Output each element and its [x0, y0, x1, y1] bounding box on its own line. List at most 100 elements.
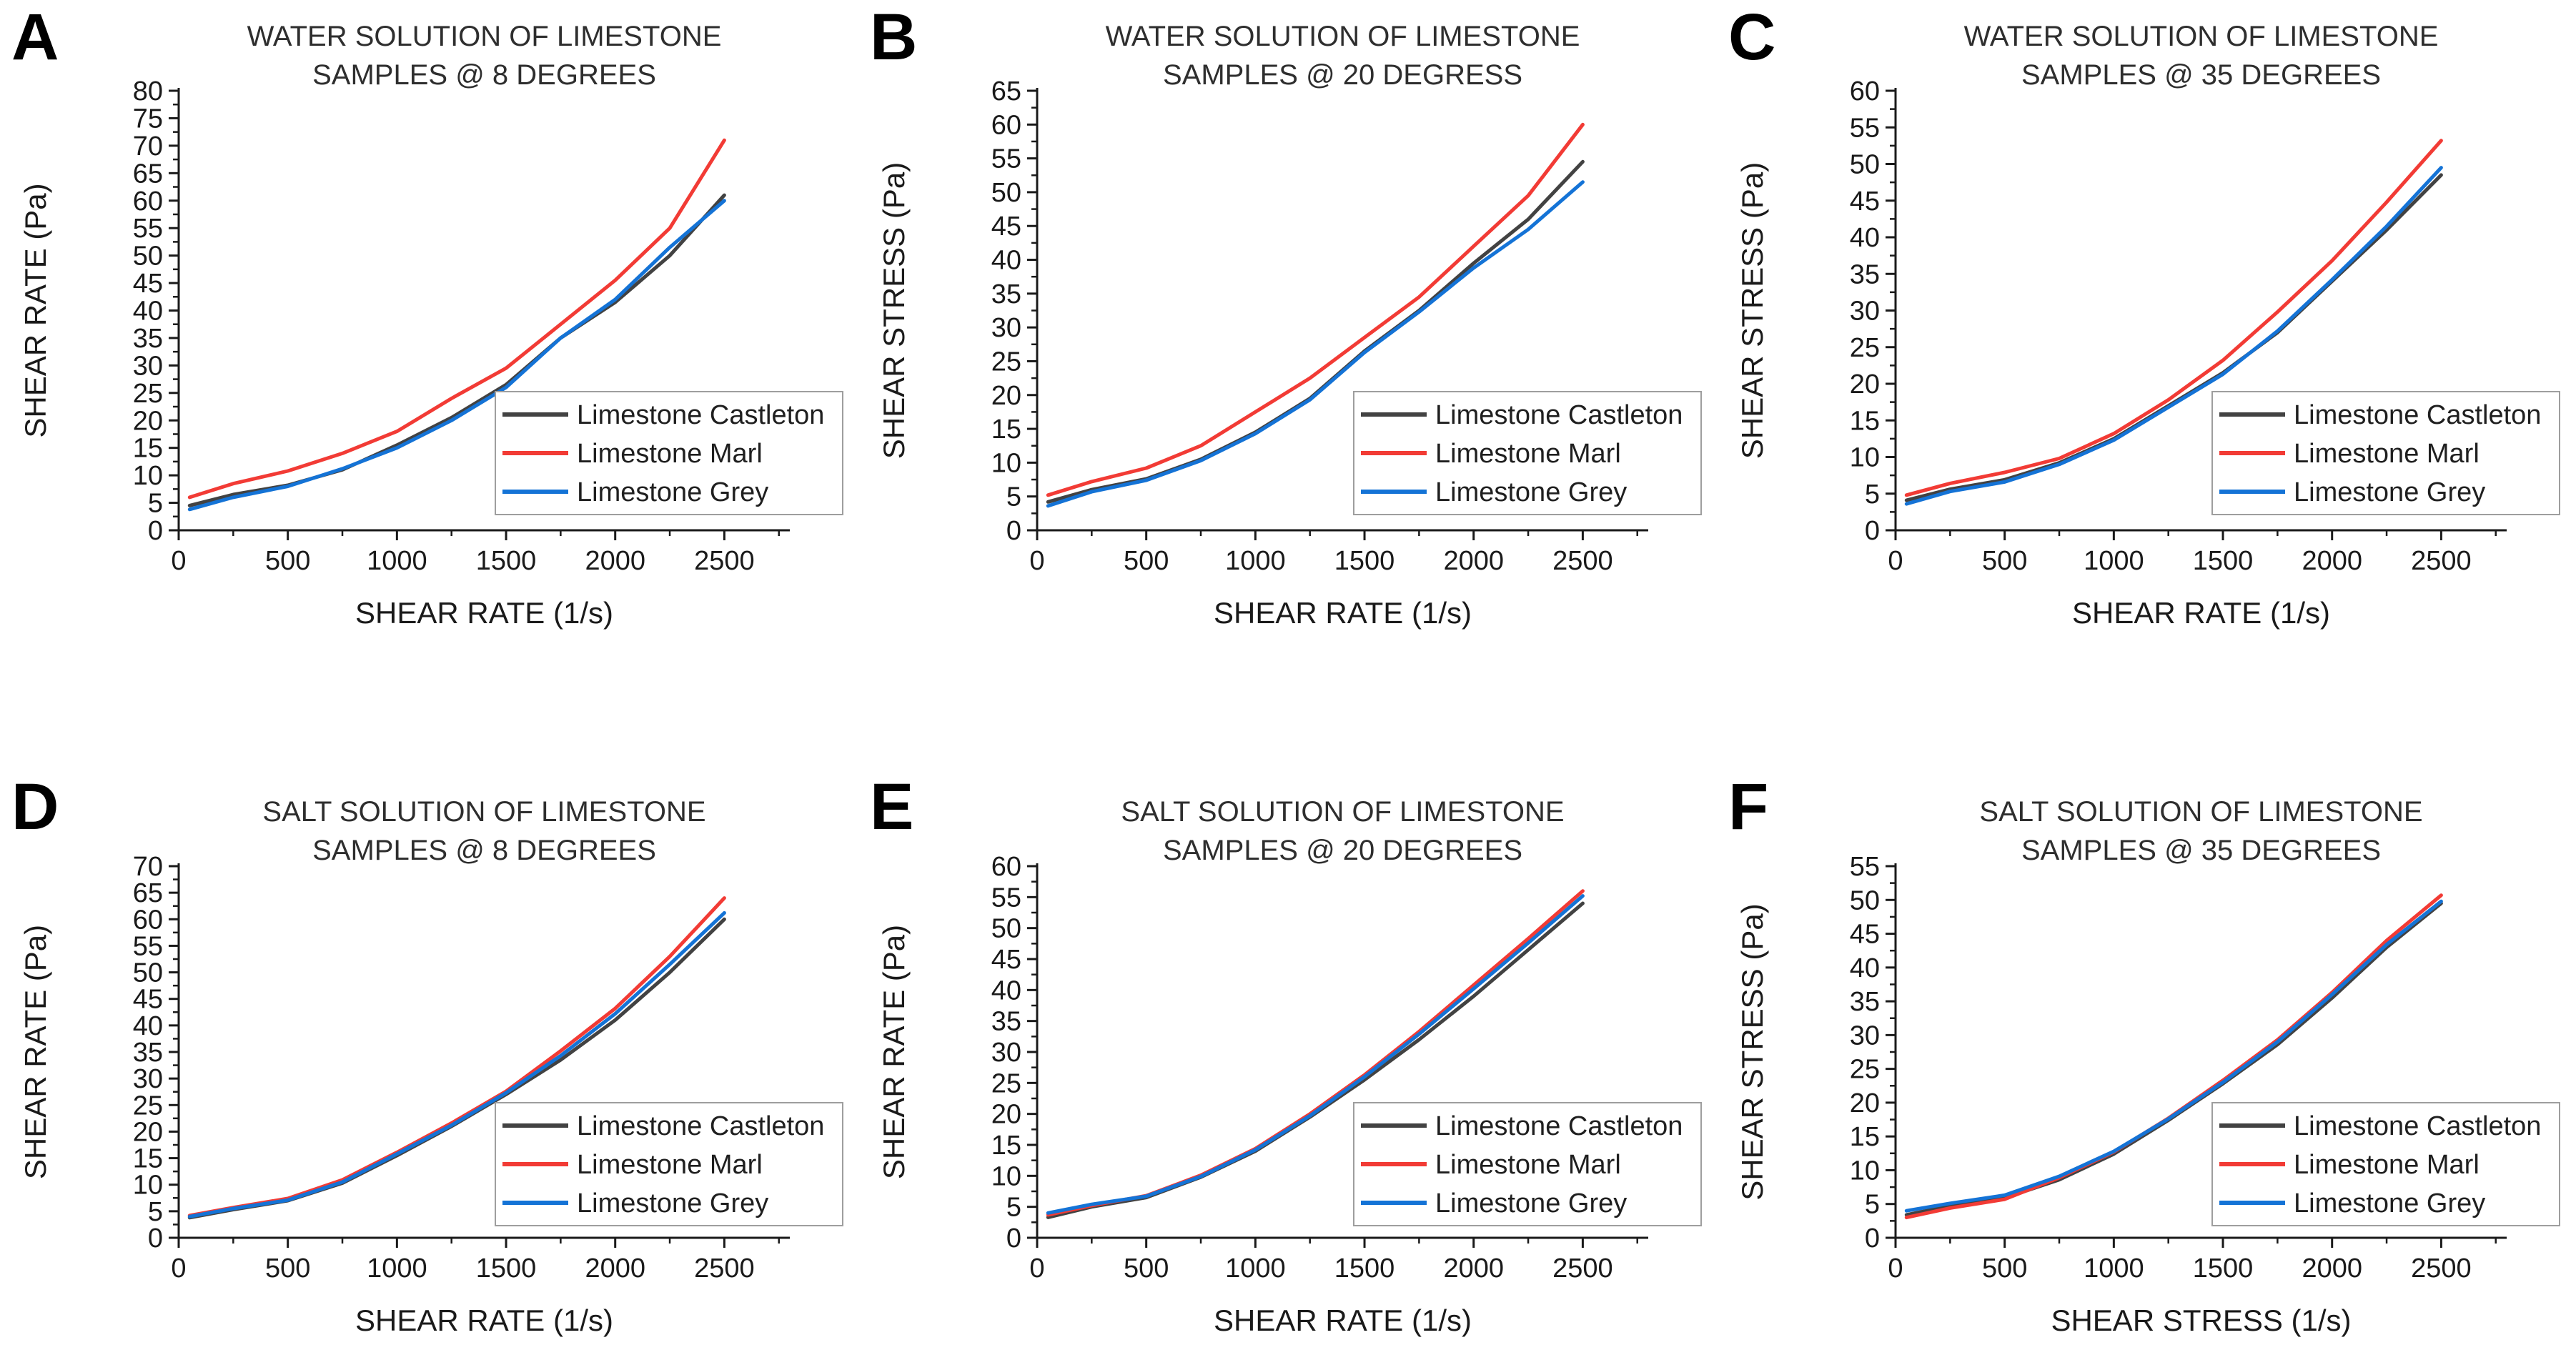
y-tick-label: 20: [991, 381, 1021, 411]
x-tick-label: 2500: [2411, 1254, 2472, 1284]
y-tick-label: 15: [991, 1131, 1021, 1161]
legend-label: Limestone Castleton: [577, 400, 824, 430]
y-tick-label: 30: [991, 313, 1021, 343]
chart-panel-a: A WATER SOLUTION OF LIMESTONE SAMPLES @ 8…: [0, 0, 858, 682]
x-tick-label: 0: [1029, 1254, 1044, 1284]
chart-svg: WATER SOLUTION OF LIMESTONE SAMPLES @ 8 D…: [19, 21, 843, 630]
series-line-grey: [1046, 180, 1585, 508]
y-tick-label: 25: [133, 379, 163, 409]
y-tick-label: 50: [133, 242, 163, 272]
y-tick-label: 25: [1850, 1055, 1880, 1085]
x-tick-label: 0: [171, 1254, 186, 1284]
series-line-marl: [187, 138, 726, 500]
y-axis-label: SHEAR STRESS (Pa): [1735, 903, 1769, 1200]
y-tick-label: 65: [133, 159, 163, 189]
y-tick-label: 40: [991, 976, 1021, 1006]
y-tick-label: 15: [133, 1144, 163, 1174]
chart-svg: SALT SOLUTION OF LIMESTONE SAMPLES @ 8 DE…: [19, 796, 843, 1337]
y-tick-label: 30: [991, 1038, 1021, 1068]
x-tick-label: 1500: [2193, 1254, 2254, 1284]
chart-title-line: SAMPLES @ 35 DEGREES: [2021, 835, 2381, 866]
y-tick-label: 5: [1006, 1193, 1021, 1223]
y-tick-label: 45: [1850, 920, 1880, 950]
panel-letter: F: [1728, 770, 1769, 843]
y-tick-label: 5: [1865, 480, 1880, 510]
y-tick-label: 60: [1850, 76, 1880, 106]
x-axis-label: SHEAR STRESS (1/s): [2051, 1304, 2351, 1337]
legend-label: Limestone Marl: [1435, 439, 1621, 469]
y-tick-label: 65: [133, 878, 163, 908]
y-tick-label: 15: [133, 434, 163, 464]
y-axis-label: SHEAR RATE (Pa): [19, 925, 52, 1179]
y-axis-label: SHEAR RATE (Pa): [19, 183, 52, 437]
x-tick-label: 500: [1124, 1254, 1169, 1284]
chart-panel-e: E SALT SOLUTION OF LIMESTONE SAMPLES @ 20…: [858, 682, 1717, 1365]
series-line-marl: [1046, 122, 1585, 497]
x-tick-label: 0: [1888, 1254, 1903, 1284]
x-tick-label: 500: [265, 1254, 310, 1284]
y-tick-label: 10: [1850, 443, 1880, 473]
series-line-marl: [1904, 139, 2443, 497]
y-tick-label: 50: [1850, 885, 1880, 915]
y-tick-label: 55: [1850, 852, 1880, 882]
y-tick-label: 35: [1850, 259, 1880, 289]
y-tick-label: 5: [148, 489, 163, 519]
x-axis-label: SHEAR RATE (1/s): [1214, 1304, 1472, 1337]
y-tick-label: 25: [133, 1091, 163, 1121]
x-axis-label: SHEAR RATE (1/s): [355, 596, 613, 630]
y-tick-label: 20: [1850, 1088, 1880, 1118]
panel-letter: A: [11, 1, 59, 74]
legend-label: Limestone Grey: [2294, 1188, 2485, 1218]
y-tick-label: 45: [991, 945, 1021, 975]
y-tick-label: 35: [991, 279, 1021, 309]
y-tick-label: 15: [1850, 1122, 1880, 1152]
y-tick-label: 45: [133, 269, 163, 299]
x-tick-label: 1500: [2193, 546, 2254, 576]
legend-label: Limestone Grey: [1435, 1188, 1627, 1218]
x-tick-label: 2000: [2302, 1254, 2362, 1284]
x-tick-label: 2500: [1552, 1254, 1613, 1284]
y-tick-label: 35: [991, 1007, 1021, 1037]
y-tick-label: 75: [133, 104, 163, 134]
x-tick-label: 2000: [1443, 546, 1504, 576]
panel-letter: D: [11, 770, 59, 843]
y-tick-label: 45: [133, 985, 163, 1015]
panel-letter: B: [870, 1, 918, 74]
legend-label: Limestone Grey: [577, 477, 768, 507]
legend-label: Limestone Castleton: [1435, 400, 1683, 430]
y-tick-label: 40: [1850, 223, 1880, 253]
series-line-grey: [1046, 894, 1585, 1215]
x-tick-label: 500: [1982, 1254, 2027, 1284]
x-tick-label: 1500: [476, 546, 537, 576]
legend-label: Limestone Marl: [577, 439, 763, 469]
y-tick-label: 50: [1850, 150, 1880, 180]
chart-panel-f: F SALT SOLUTION OF LIMESTONE SAMPLES @ 35…: [1717, 682, 2575, 1365]
series-line-grey: [187, 199, 726, 512]
y-tick-label: 15: [991, 415, 1021, 445]
legend-label: Limestone Castleton: [577, 1111, 824, 1141]
y-tick-label: 45: [991, 212, 1021, 242]
y-tick-label: 80: [133, 76, 163, 106]
x-tick-label: 1500: [476, 1254, 537, 1284]
panel-letter: C: [1728, 1, 1776, 74]
legend-label: Limestone Castleton: [1435, 1111, 1683, 1141]
legend-label: Limestone Castleton: [2294, 1111, 2541, 1141]
y-axis-label: SHEAR RATE (Pa): [877, 925, 911, 1179]
x-tick-label: 1500: [1334, 1254, 1395, 1284]
y-tick-label: 10: [991, 448, 1021, 478]
y-tick-label: 0: [1006, 516, 1021, 546]
y-tick-label: 55: [991, 883, 1021, 913]
panel-letter: E: [870, 770, 914, 843]
chart-title-line: WATER SOLUTION OF LIMESTONE: [1106, 21, 1580, 52]
x-tick-label: 500: [265, 546, 310, 576]
y-tick-label: 0: [148, 1223, 163, 1254]
legend-label: Limestone Marl: [1435, 1150, 1621, 1180]
y-tick-label: 5: [1006, 482, 1021, 512]
y-tick-label: 60: [991, 852, 1021, 882]
y-tick-label: 15: [1850, 406, 1880, 436]
x-tick-label: 1000: [367, 546, 427, 576]
y-tick-label: 35: [133, 324, 163, 354]
legend-label: Limestone Grey: [2294, 477, 2485, 507]
y-tick-label: 45: [1850, 187, 1880, 217]
legend-label: Limestone Grey: [1435, 477, 1627, 507]
